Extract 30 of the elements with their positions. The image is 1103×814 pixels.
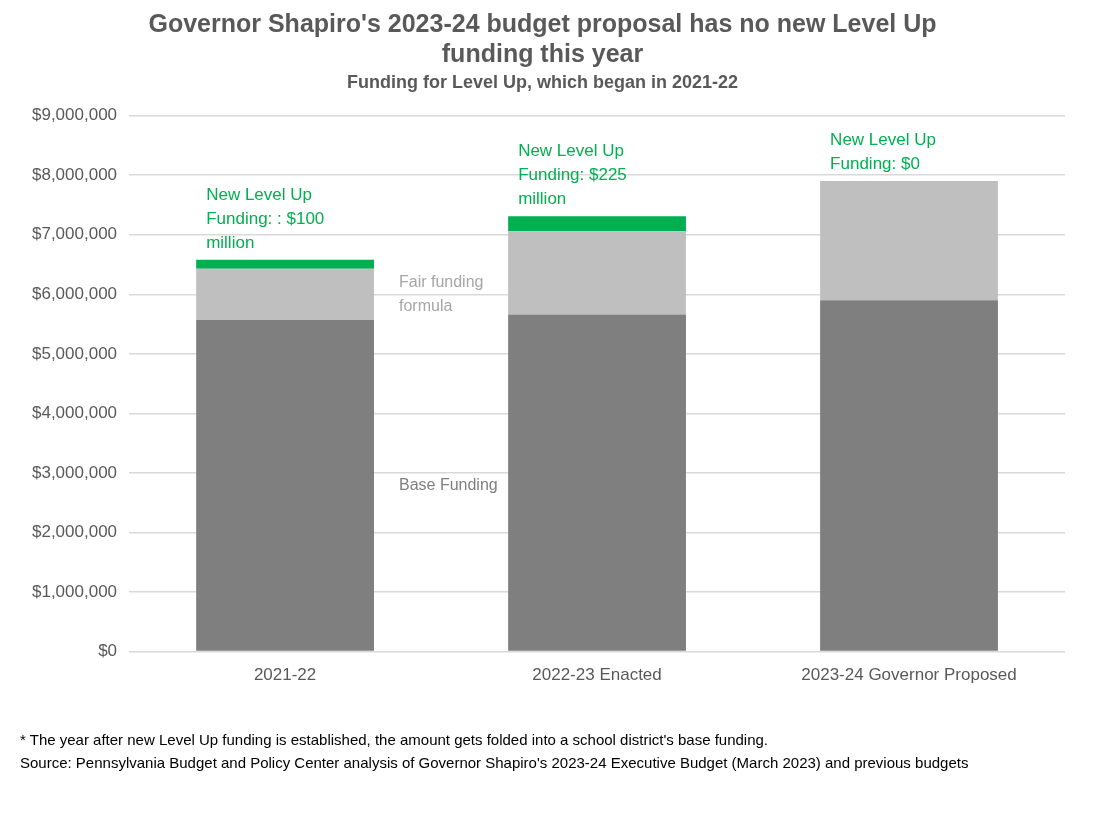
annotation: New Level Up Funding: $0 [830,130,936,174]
source-note: Source: Pennsylvania Budget and Policy Center analysis of Governor Shapiro's 2023-24 Executive Budget (March 2023) and previous budgets [20,753,970,773]
bar [508,231,686,315]
bar [820,181,998,301]
x-tick-label: 2023-24 Governor Proposed [801,665,1017,685]
y-tick-label: $1,000,000 [31,581,118,601]
annotation: New Level Up Funding: : $100 million [206,184,325,252]
chart-title: Governor Shapiro's 2023-24 budget proposal has no new Level Up funding this year [148,8,937,67]
y-tick-label: $5,000,000 [31,343,118,363]
y-tick-label: $8,000,000 [31,164,118,184]
x-tick-label: 2021-22 [253,665,317,685]
y-tick-label: $7,000,000 [31,224,118,244]
bar [196,268,374,320]
y-tick-label: $9,000,000 [31,105,118,125]
series-label: Fair funding formula [398,272,484,314]
y-tick-label: $3,000,000 [31,462,118,482]
annotation: New Level Up Funding: $225 million [518,141,627,209]
chart-subtitle: Funding for Level Up, which began in 2021-22 [346,71,739,92]
y-tick-label: $0 [98,641,118,661]
bar [820,300,998,651]
series-label: Base Funding [398,475,498,493]
x-tick-label: 2022-23 Enacted [532,665,662,685]
y-tick-label: $6,000,000 [31,283,118,303]
text: * The year after new Level Up funding is established, the amount gets folded into a school district's base funding. [20,730,770,750]
bar [508,216,686,232]
bar [196,319,374,651]
bar [508,314,686,651]
bar [196,259,374,269]
y-tick-label: $2,000,000 [31,522,118,542]
y-tick-label: $4,000,000 [31,403,118,423]
